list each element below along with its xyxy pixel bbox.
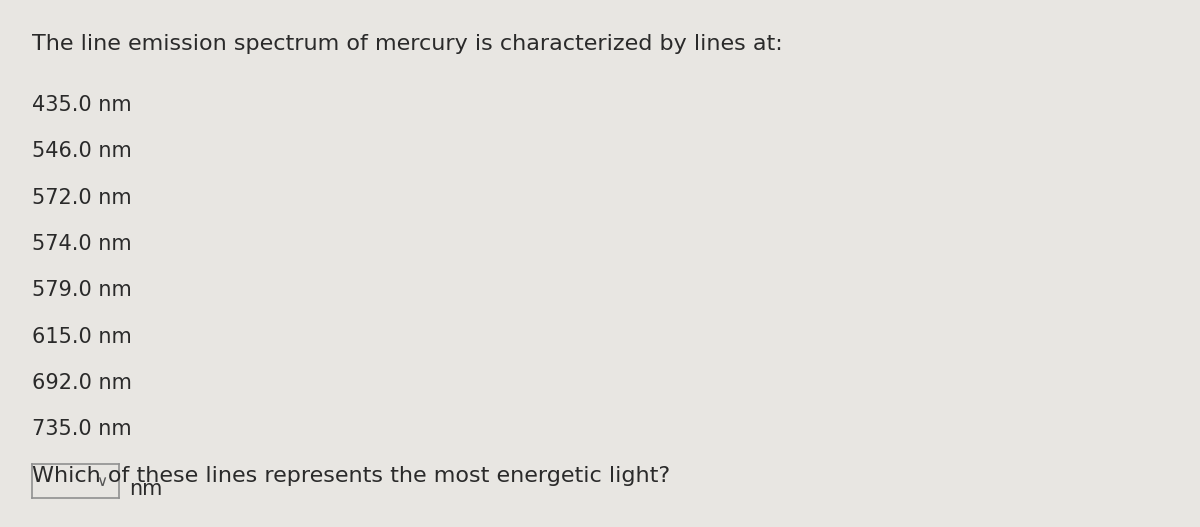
Text: 735.0 nm: 735.0 nm <box>32 419 132 440</box>
Text: ∨: ∨ <box>96 474 107 489</box>
Text: Which of these lines represents the most energetic light?: Which of these lines represents the most… <box>32 466 671 486</box>
Text: 579.0 nm: 579.0 nm <box>32 280 132 300</box>
Text: 572.0 nm: 572.0 nm <box>32 188 132 208</box>
Text: 435.0 nm: 435.0 nm <box>32 95 132 115</box>
Text: 574.0 nm: 574.0 nm <box>32 234 132 254</box>
Text: 546.0 nm: 546.0 nm <box>32 141 132 161</box>
Text: 615.0 nm: 615.0 nm <box>32 327 132 347</box>
Text: nm: nm <box>130 479 163 499</box>
Text: The line emission spectrum of mercury is characterized by lines at:: The line emission spectrum of mercury is… <box>32 34 784 54</box>
Text: 692.0 nm: 692.0 nm <box>32 373 132 393</box>
